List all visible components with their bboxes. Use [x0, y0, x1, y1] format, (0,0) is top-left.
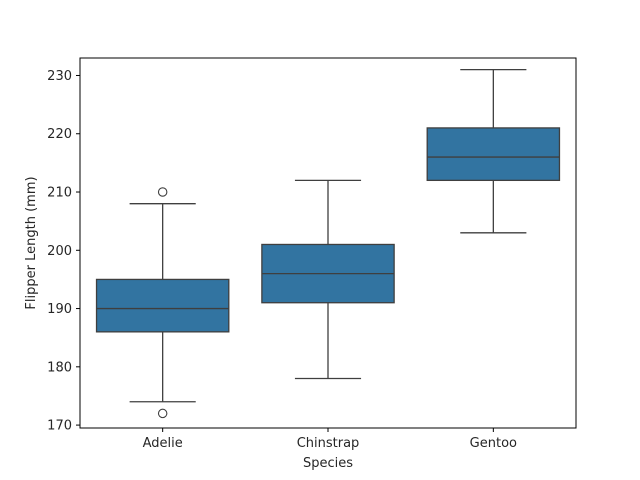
y-axis: 170 180 190 200 210 220 230: [47, 69, 80, 434]
outlier-point: [157, 408, 168, 419]
box-gentoo: [426, 69, 561, 234]
outlier-point: [157, 187, 168, 197]
x-axis-label: Species: [303, 456, 353, 471]
x-tick-label: Gentoo: [470, 436, 517, 451]
y-axis-label: Flipper Length (mm): [24, 176, 39, 309]
iqr-box: [95, 278, 230, 333]
iqr-box: [426, 127, 561, 182]
y-tick-label: 200: [47, 244, 72, 259]
y-tick-label: 180: [47, 360, 72, 375]
x-tick-label: Adelie: [143, 436, 183, 451]
y-tick-label: 230: [47, 69, 72, 84]
boxes-group: [95, 69, 561, 419]
y-tick-label: 170: [47, 419, 72, 434]
box-adelie: [95, 187, 230, 419]
box-chinstrap: [261, 179, 395, 380]
x-axis: Adelie Chinstrap Gentoo: [143, 428, 517, 451]
y-tick-label: 210: [47, 186, 72, 201]
y-tick-label: 220: [47, 127, 72, 142]
y-tick-label: 190: [47, 302, 72, 317]
x-tick-label: Chinstrap: [297, 436, 360, 451]
